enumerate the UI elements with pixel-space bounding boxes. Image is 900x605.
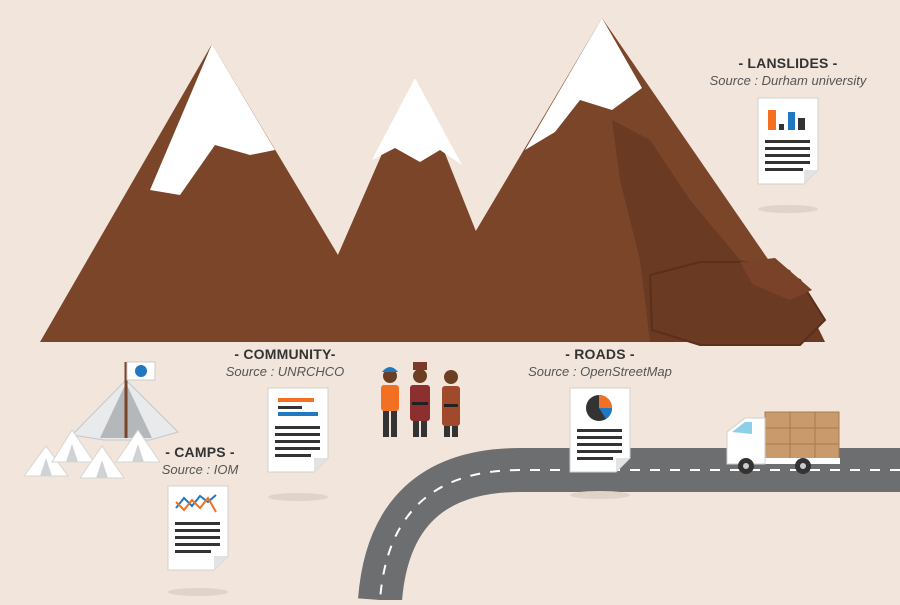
roads-title: - ROADS - <box>565 346 635 362</box>
people-group <box>381 362 460 437</box>
mountain-range <box>40 18 827 346</box>
community-title: - COMMUNITY- <box>234 346 336 362</box>
roads-label: - ROADS - Source : OpenStreetMap <box>515 346 685 379</box>
landslides-label: - LANSLIDES - Source : Durham university <box>688 55 888 88</box>
document-bar-chart-icon <box>757 97 819 185</box>
delivery-truck <box>726 411 840 474</box>
tent-camp <box>23 361 179 479</box>
community-label: - COMMUNITY- Source : UNRCHCO <box>200 346 370 379</box>
roads-source: Source : OpenStreetMap <box>528 364 672 379</box>
camps-source: Source : IOM <box>161 462 239 477</box>
camps-label: - CAMPS - Source : IOM <box>135 444 265 477</box>
document-pie-chart-icon <box>569 387 631 473</box>
road <box>358 448 900 603</box>
landslides-source: Source : Durham university <box>709 73 867 88</box>
community-source: Source : UNRCHCO <box>225 364 345 379</box>
landslides-title: - LANSLIDES - <box>738 55 838 71</box>
document-list-icon <box>267 387 329 473</box>
camps-title: - CAMPS - <box>165 444 235 460</box>
document-line-chart-icon <box>167 485 229 571</box>
